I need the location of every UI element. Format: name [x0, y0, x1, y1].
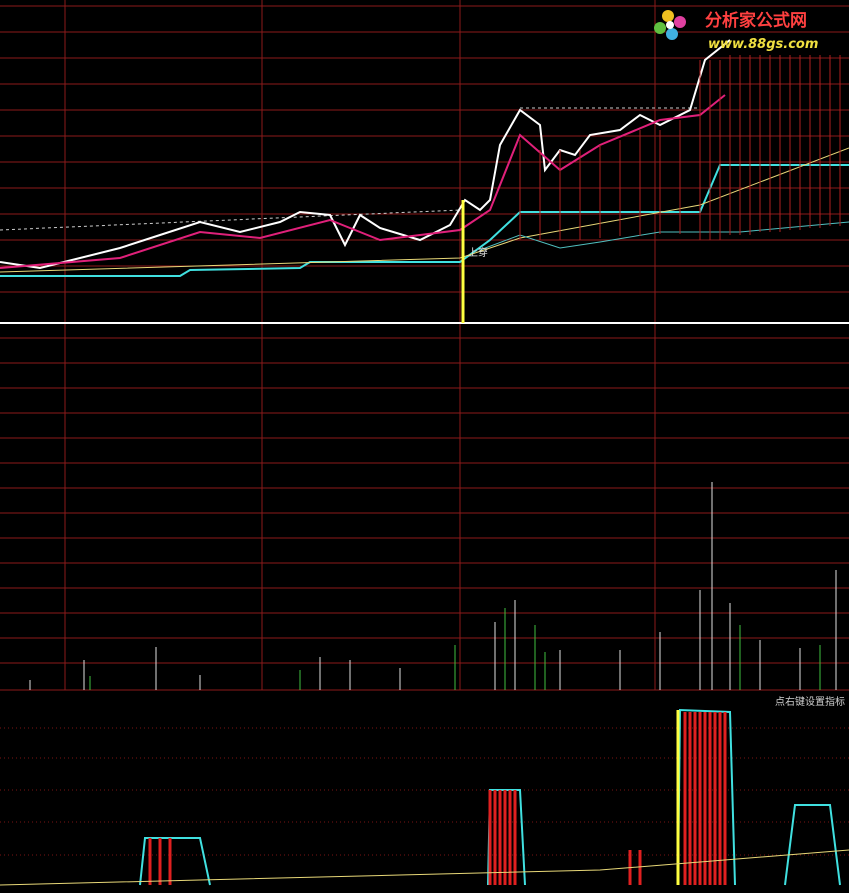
price-line	[0, 39, 731, 270]
logo-url: www.88gs.com	[708, 37, 818, 52]
resistance-line	[0, 107, 700, 231]
band-hatch	[519, 55, 841, 240]
ma-line	[0, 94, 726, 269]
support-line	[0, 164, 849, 277]
logo-title: 分析家公式网	[705, 10, 807, 31]
indicator-ma	[0, 849, 849, 886]
volume-bars	[29, 482, 837, 690]
logo: 分析家公式网 www.88gs.com	[654, 10, 818, 52]
price-grid	[0, 0, 849, 690]
volume-bars	[89, 608, 821, 690]
indicator-grid	[0, 727, 849, 856]
indicator-hint: 点右键设置指标	[775, 695, 845, 708]
indicator-bars	[148, 712, 727, 885]
cross-label: 上穿	[468, 246, 488, 259]
